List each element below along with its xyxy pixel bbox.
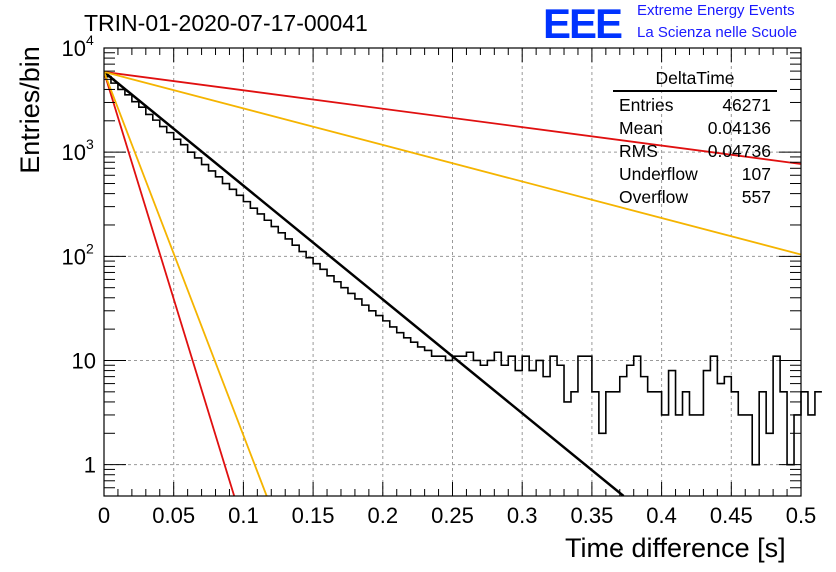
y-axis-label: Entries/bin (15, 46, 45, 174)
x-tick-label: 0.5 (786, 503, 817, 528)
x-tick-label: 0.1 (228, 503, 259, 528)
stat-label: Overflow (619, 187, 689, 207)
y-tick-label: 10 (62, 244, 86, 269)
stat-label: Underflow (619, 164, 698, 184)
plot-frame (103, 47, 802, 497)
y-tick-label: 1 (84, 453, 96, 478)
fit-line (104, 70, 801, 165)
eee-logo-mark: EEE (543, 0, 623, 47)
y-tick-label: 10 (72, 348, 96, 373)
logo-line-2: La Scienza nelle Scuole (637, 24, 798, 41)
x-tick-label: 0 (98, 503, 110, 528)
x-tick-label: 0.3 (507, 503, 538, 528)
fit-line (104, 70, 625, 496)
axes-frame (103, 47, 802, 497)
x-tick-label: 0.45 (710, 503, 753, 528)
stat-value: 0.04136 (707, 118, 771, 138)
stats-box: DeltaTime Entries 46271 Mean 0.04136 RMS 0.… (613, 68, 777, 209)
stat-row: Mean 0.04136 (613, 117, 777, 140)
x-tick-label: 0.15 (292, 503, 335, 528)
fit-line (104, 71, 236, 496)
stat-row: Overflow 557 (613, 186, 777, 209)
stat-label: RMS (619, 141, 658, 161)
x-tick-label: 0.25 (431, 503, 474, 528)
x-tick-label: 0.2 (368, 503, 399, 528)
plot-title: TRIN-01-2020-07-17-00041 (84, 10, 368, 36)
stat-value: 0.04736 (707, 141, 771, 161)
x-axis-label: Time difference [s] (565, 533, 786, 563)
x-tick-label: 0.35 (570, 503, 613, 528)
stat-row: RMS 0.04736 (613, 140, 777, 163)
x-tick-label: 0.4 (646, 503, 677, 528)
stat-label: Mean (619, 118, 663, 138)
y-tick-exponent: 3 (86, 136, 94, 152)
y-tick-label: 10 (62, 36, 86, 61)
stat-value: 557 (741, 187, 771, 207)
y-tick-exponent: 4 (86, 32, 94, 48)
y-tick-label: 10 (62, 140, 86, 165)
fit-curves (104, 70, 801, 496)
fit-line (104, 70, 801, 256)
y-tick-exponent: 2 (86, 240, 94, 256)
fit-line (104, 71, 268, 496)
stat-label: Entries (619, 95, 674, 115)
stats-title: DeltaTime (613, 68, 777, 92)
stat-value: 107 (741, 164, 771, 184)
stat-row: Entries 46271 (613, 94, 777, 117)
logo-line-1: Extreme Energy Events (637, 2, 795, 19)
x-tick-label: 0.05 (152, 503, 195, 528)
stat-row: Underflow 107 (613, 163, 777, 186)
stat-value: 46271 (722, 95, 771, 115)
tick-labels: 0 0.05 0.1 0.15 0.2 0.25 0.3 0.35 0.4 0.45 0.5 1 10 1… (62, 32, 817, 528)
